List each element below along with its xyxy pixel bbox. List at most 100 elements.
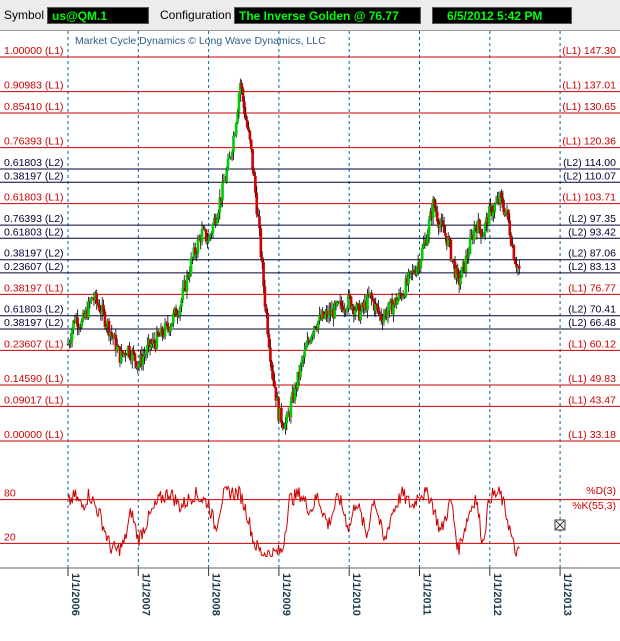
price-candle	[471, 230, 475, 245]
price-candle	[255, 186, 259, 218]
price-candle	[221, 174, 224, 207]
price-candle	[318, 306, 321, 325]
price-candle	[301, 354, 305, 368]
price-candle	[392, 302, 395, 323]
price-candle	[397, 288, 401, 302]
price-candle	[399, 287, 402, 300]
price-candle	[169, 323, 172, 337]
price-candle	[274, 386, 278, 407]
price-candle	[107, 317, 111, 342]
price-candle	[158, 332, 161, 337]
price-candle	[218, 189, 222, 220]
price-candle	[156, 330, 160, 338]
price-candle	[446, 232, 450, 247]
fib-price-label: (L2) 87.06	[568, 248, 616, 260]
fib-ratio-label: 0.38197 (L2)	[4, 170, 64, 182]
price-candle	[502, 200, 506, 217]
fib-price-label: (L1) 76.77	[568, 282, 616, 294]
price-candle	[213, 213, 216, 225]
price-candle	[104, 323, 108, 333]
price-candle	[178, 304, 182, 321]
price-candle	[308, 338, 312, 345]
price-candle	[374, 297, 378, 317]
price-candle	[241, 86, 245, 109]
price-candle	[223, 175, 227, 184]
price-candle	[140, 346, 144, 371]
price-candle	[492, 204, 495, 223]
price-candle	[505, 204, 509, 219]
price-candle	[139, 349, 142, 368]
price-candle	[234, 121, 238, 138]
price-candle	[121, 350, 125, 358]
price-candle	[366, 288, 369, 319]
price-candle	[349, 295, 353, 311]
price-candle	[482, 231, 486, 237]
price-candle	[87, 296, 90, 320]
price-candle	[358, 299, 361, 322]
price-candle	[290, 385, 294, 404]
price-candle	[463, 261, 466, 274]
price-candle	[172, 309, 175, 328]
price-candle	[176, 309, 179, 324]
price-candle	[362, 299, 365, 315]
price-candle	[312, 325, 316, 340]
price-candle	[192, 242, 196, 261]
price-candle	[483, 220, 487, 241]
fib-price-label: (L1) 147.30	[562, 45, 616, 57]
price-candle	[236, 108, 239, 125]
fib-price-label: (L1) 137.01	[562, 80, 616, 92]
price-candle	[76, 309, 79, 336]
price-candle	[418, 258, 421, 273]
price-candle	[295, 382, 298, 397]
price-candle	[229, 155, 233, 160]
price-candle	[466, 248, 469, 264]
price-candle	[504, 212, 507, 217]
price-candle	[420, 243, 424, 262]
symbol-field[interactable]: us@QM.1	[47, 7, 149, 24]
price-candle	[187, 271, 190, 280]
fib-ratio-label: 0.09017 (L1)	[4, 394, 64, 406]
price-chart[interactable]: 1.00000 (L1) (L1) 147.30 0.90983 (L1) (L1) …	[0, 31, 620, 641]
x-tick-label: 1/1/2006	[69, 573, 81, 616]
configuration-field[interactable]: The Inverse Golden @ 76.77	[234, 7, 421, 24]
price-candle	[326, 305, 330, 323]
price-candle	[214, 213, 218, 229]
price-candle	[98, 299, 101, 313]
price-candle	[193, 242, 197, 259]
price-candle	[88, 297, 92, 309]
price-candle	[438, 217, 442, 233]
price-candle	[77, 323, 81, 336]
close-indicator-icon[interactable]	[554, 519, 566, 531]
price-candle	[348, 291, 352, 299]
price-candle	[293, 382, 297, 404]
price-candle	[415, 266, 419, 278]
price-candle	[248, 129, 252, 144]
price-candle	[444, 225, 447, 242]
price-candle	[161, 325, 164, 341]
x-tick-label: 1/1/2007	[139, 573, 151, 616]
price-candle	[244, 107, 248, 121]
x-tick-label: 1/1/2010	[350, 573, 362, 616]
price-candle	[431, 195, 435, 225]
price-candle	[379, 308, 383, 325]
price-candle	[208, 233, 212, 241]
price-candle	[297, 364, 301, 386]
price-candle	[518, 259, 521, 275]
price-candle	[247, 121, 250, 133]
price-candle	[143, 346, 146, 364]
price-candle	[136, 366, 140, 374]
price-candle	[457, 270, 461, 294]
price-candle	[166, 315, 170, 333]
price-candle	[425, 234, 428, 247]
x-tick-label: 1/1/2011	[421, 573, 433, 615]
price-candle	[333, 300, 336, 319]
price-candle	[341, 300, 345, 313]
price-candle	[296, 371, 300, 392]
price-candle	[476, 212, 480, 234]
price-candle	[288, 410, 291, 422]
fib-price-label: (L2) 70.41	[568, 304, 616, 316]
price-candle	[95, 289, 99, 310]
price-candle	[281, 420, 285, 431]
price-candle	[440, 213, 443, 233]
price-candle	[396, 296, 399, 305]
